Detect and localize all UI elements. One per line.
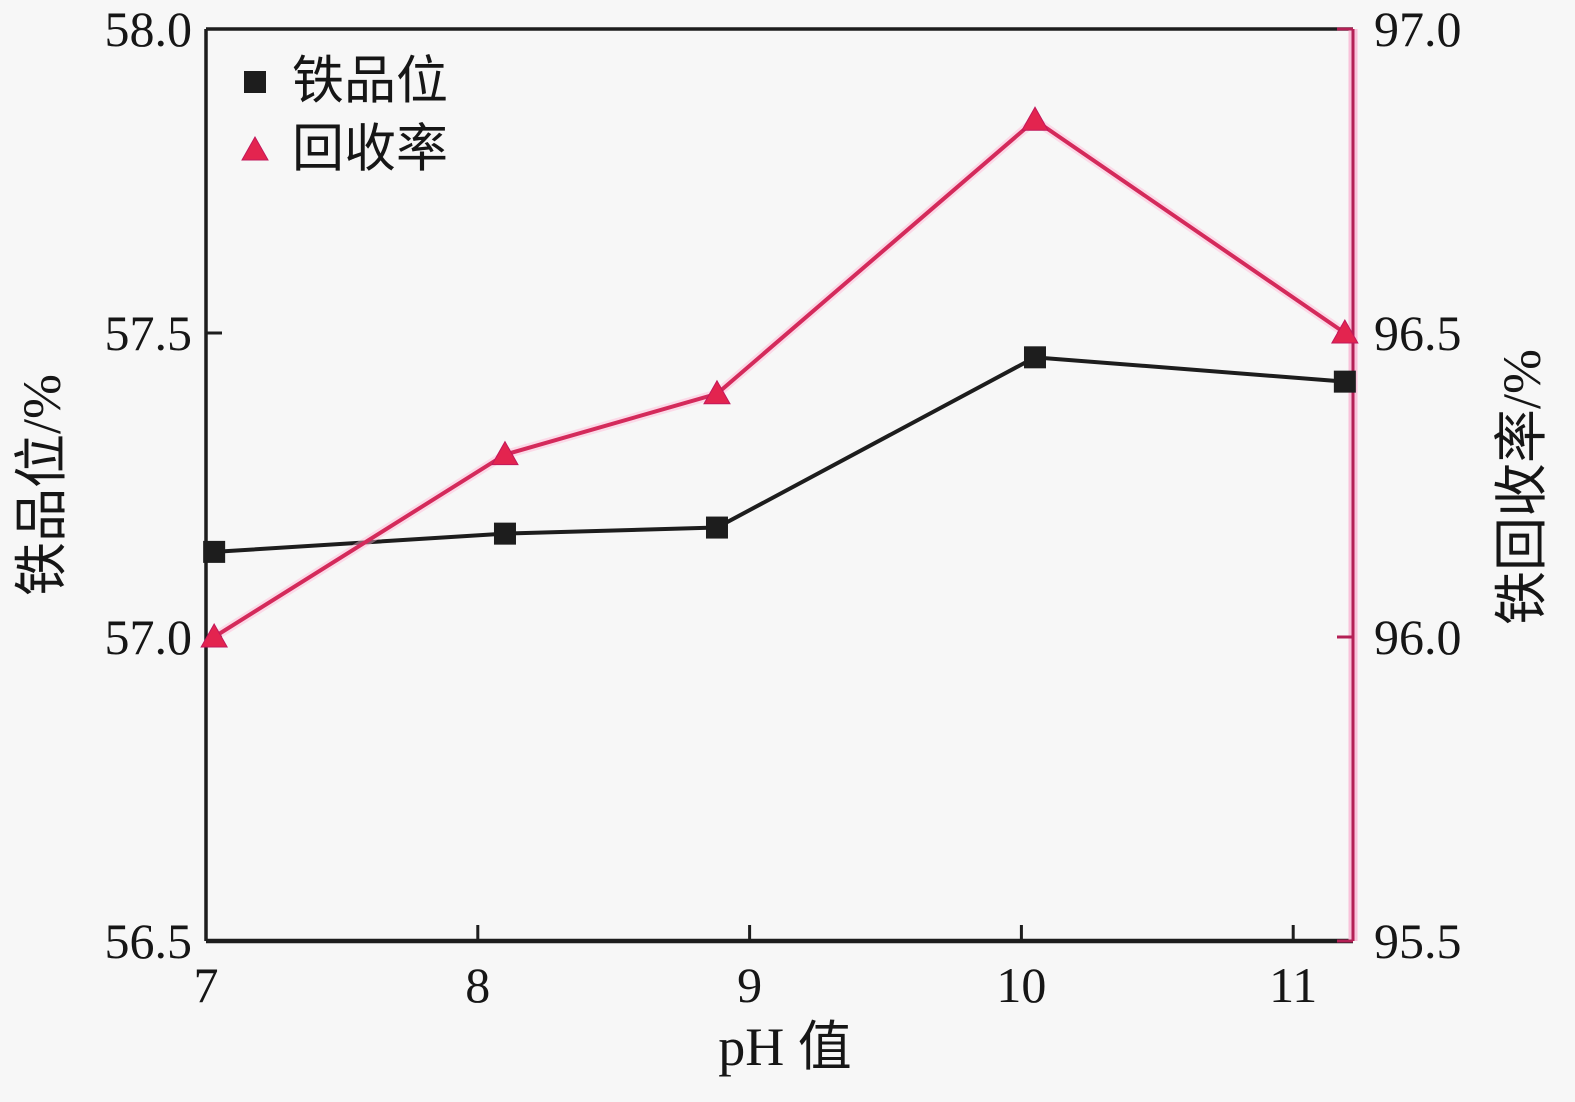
x-tick-label: 7 — [194, 957, 219, 1013]
left-tick-label: 56.5 — [105, 913, 193, 969]
recovery-marker — [1021, 106, 1049, 131]
x-axis-title: pH 值 — [718, 1017, 852, 1077]
x-tick-label: 9 — [737, 957, 762, 1013]
recovery-marker — [1330, 318, 1359, 344]
grade-marker — [493, 522, 516, 545]
grade-marker — [705, 516, 728, 539]
x-tick-label: 11 — [1269, 957, 1317, 1013]
left-tick-label: 57.0 — [105, 609, 193, 665]
x-tick-label: 10 — [996, 957, 1046, 1013]
right-tick-label: 96.0 — [1374, 609, 1462, 665]
x-tick-label: 8 — [465, 957, 490, 1013]
recovery-marker — [703, 379, 731, 405]
right-tick-label: 97.0 — [1374, 1, 1462, 57]
legend-grade-marker-icon — [244, 71, 266, 93]
legend-item-recovery-label: 回收率 — [292, 122, 448, 179]
left-tick-label: 57.5 — [105, 305, 193, 361]
grade-marker — [1333, 370, 1356, 393]
left-tick-label: 58.0 — [105, 1, 193, 57]
grade-marker — [1023, 346, 1046, 369]
recovery-marker — [200, 622, 229, 648]
grade-marker — [203, 540, 226, 563]
right-tick-label: 95.5 — [1374, 913, 1462, 969]
legend-recovery-marker-icon — [241, 135, 269, 161]
recovery-marker — [491, 440, 519, 466]
left-axis-title: 铁品位/% — [12, 374, 72, 596]
right-axis-title: 铁回收率/% — [1492, 349, 1552, 625]
right-tick-label: 96.5 — [1374, 305, 1462, 361]
legend-item-grade-label: 铁品位 — [292, 54, 448, 111]
